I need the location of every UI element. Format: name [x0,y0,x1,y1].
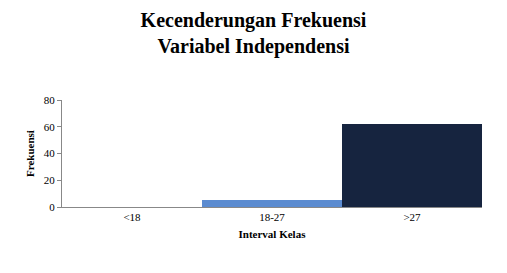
svg-text:>27: >27 [403,211,421,223]
svg-text:40: 40 [44,147,56,159]
svg-text:80: 80 [44,94,56,106]
svg-text:20: 20 [44,174,56,186]
svg-text:Kecenderungan FrekuensiVariabe: Kecenderungan FrekuensiVariabel Independ… [141,9,367,58]
svg-text:60: 60 [44,121,56,133]
svg-text:Frekuensi: Frekuensi [24,130,36,177]
svg-text:18-27: 18-27 [259,211,285,223]
svg-text:Interval Kelas: Interval Kelas [239,228,307,240]
svg-text:0: 0 [49,201,55,213]
svg-text:<18: <18 [123,211,141,223]
